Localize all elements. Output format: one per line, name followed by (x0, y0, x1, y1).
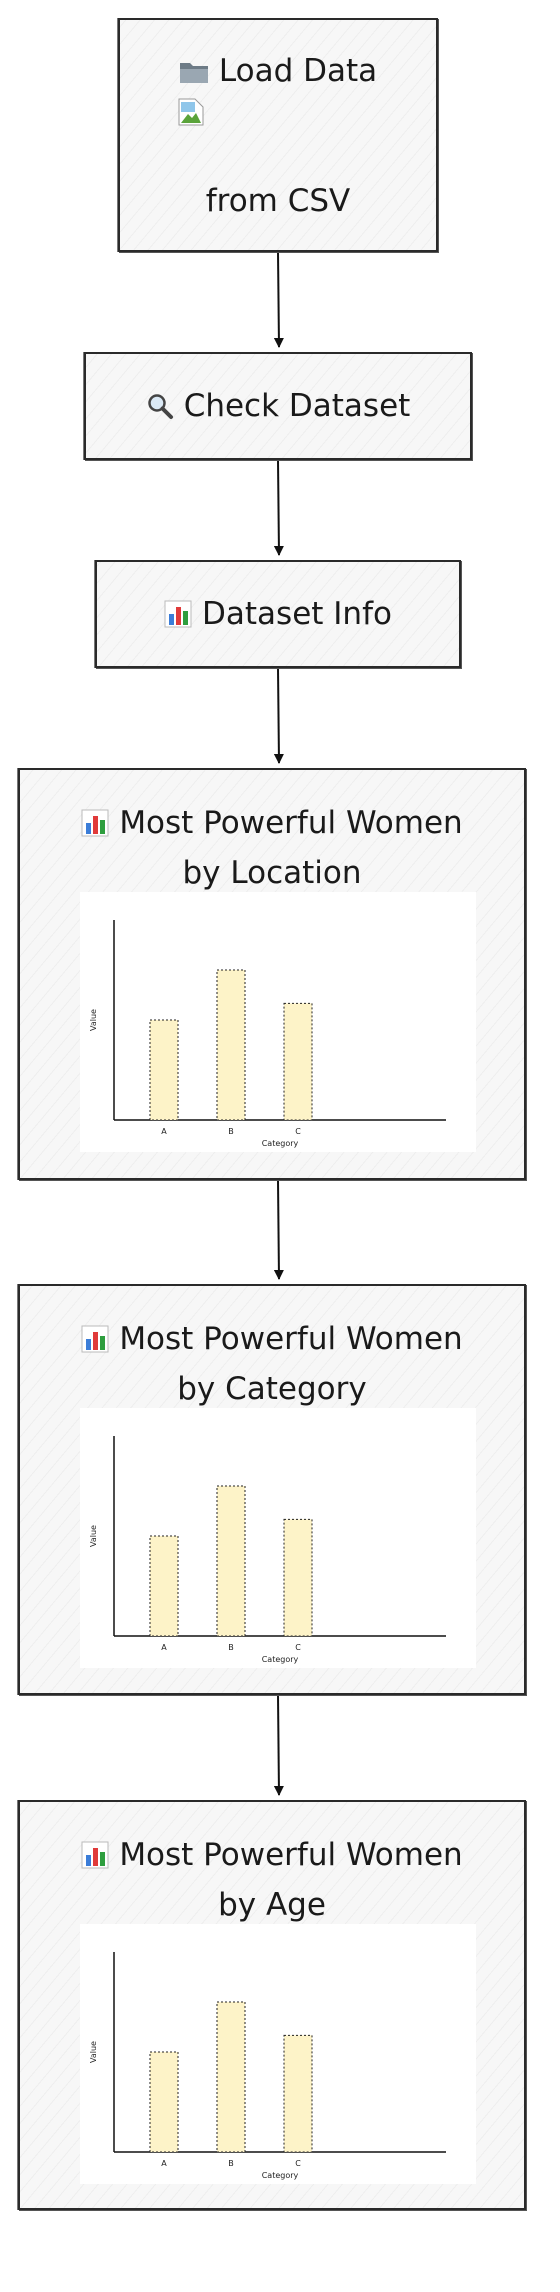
women-by-category-node[interactable]: Most Powerful Women by Category A B C Categ… (18, 1284, 526, 1695)
tick-label-C: C (295, 1643, 301, 1652)
bar-B (216, 1485, 246, 1637)
tick-label-C: C (295, 1127, 301, 1136)
location-title-line2: by Location (182, 855, 362, 891)
location-chart-panel: A B C Category Value (80, 892, 476, 1152)
edge-info-to-location (273, 667, 284, 764)
tick-label-B: B (228, 2159, 234, 2168)
age-bar-chart: A B C Category Value (89, 1952, 446, 2180)
bar-A (149, 1019, 179, 1121)
x-axis-label: Category (262, 2171, 299, 2180)
age-chart-panel: A B C Category Value (80, 1924, 476, 2184)
location-title-line1: Most Powerful Women (119, 805, 463, 841)
check-dataset-title: Check Dataset (183, 388, 411, 424)
category-chart-panel: A B C Category Value (80, 1408, 476, 1668)
bar-chart-icon (81, 1320, 109, 1366)
tick-label-B: B (228, 1643, 234, 1652)
category-title-line1: Most Powerful Women (119, 1321, 463, 1357)
x-axis-label: Category (262, 1139, 299, 1148)
bar-A (149, 2051, 179, 2153)
load-data-title: Load Data (218, 53, 378, 89)
women-by-age-node[interactable]: Most Powerful Women by Age A B C Category Va… (18, 1800, 526, 2210)
y-axis-label: Value (89, 1525, 98, 1547)
tick-label-A: A (161, 2159, 167, 2168)
bar-chart-icon (81, 804, 109, 850)
y-axis-label: Value (89, 1009, 98, 1031)
bar-B (216, 2001, 246, 2153)
bar-chart-icon (81, 1836, 109, 1882)
tick-label-A: A (161, 1127, 167, 1136)
tick-label-C: C (295, 2159, 301, 2168)
bar-B (216, 969, 246, 1121)
age-title-line1: Most Powerful Women (119, 1837, 463, 1873)
edge-category-to-age (273, 1694, 284, 1796)
tick-label-A: A (161, 1643, 167, 1652)
bar-chart-icon (164, 595, 192, 641)
load-data-node[interactable]: Load Data from CSV (118, 18, 438, 252)
women-by-location-node[interactable]: Most Powerful Women by Location A B C Categ… (18, 768, 526, 1180)
check-dataset-node[interactable]: Check Dataset (84, 352, 472, 460)
category-bar-chart: A B C Category Value (89, 1436, 446, 1664)
bar-C (283, 1518, 313, 1637)
bar-C (283, 1002, 313, 1121)
broken-image-icon (178, 98, 204, 126)
dataset-info-node[interactable]: Dataset Info (95, 560, 461, 668)
load-data-subtitle: from CSV (205, 183, 351, 219)
category-title-line2: by Category (177, 1371, 367, 1407)
y-axis-label: Value (89, 2041, 98, 2063)
location-bar-chart: A B C Category Value (89, 920, 446, 1148)
bar-C (283, 2034, 313, 2153)
edge-load-to-check (273, 251, 284, 348)
dataset-info-title: Dataset Info (202, 596, 392, 632)
x-axis-label: Category (262, 1655, 299, 1664)
edge-location-to-category (273, 1179, 284, 1280)
folder-icon (179, 52, 209, 98)
bar-A (149, 1535, 179, 1637)
tick-label-B: B (228, 1127, 234, 1136)
edge-check-to-info (273, 459, 284, 556)
age-title-line2: by Age (218, 1887, 326, 1923)
magnifier-icon (146, 387, 174, 433)
